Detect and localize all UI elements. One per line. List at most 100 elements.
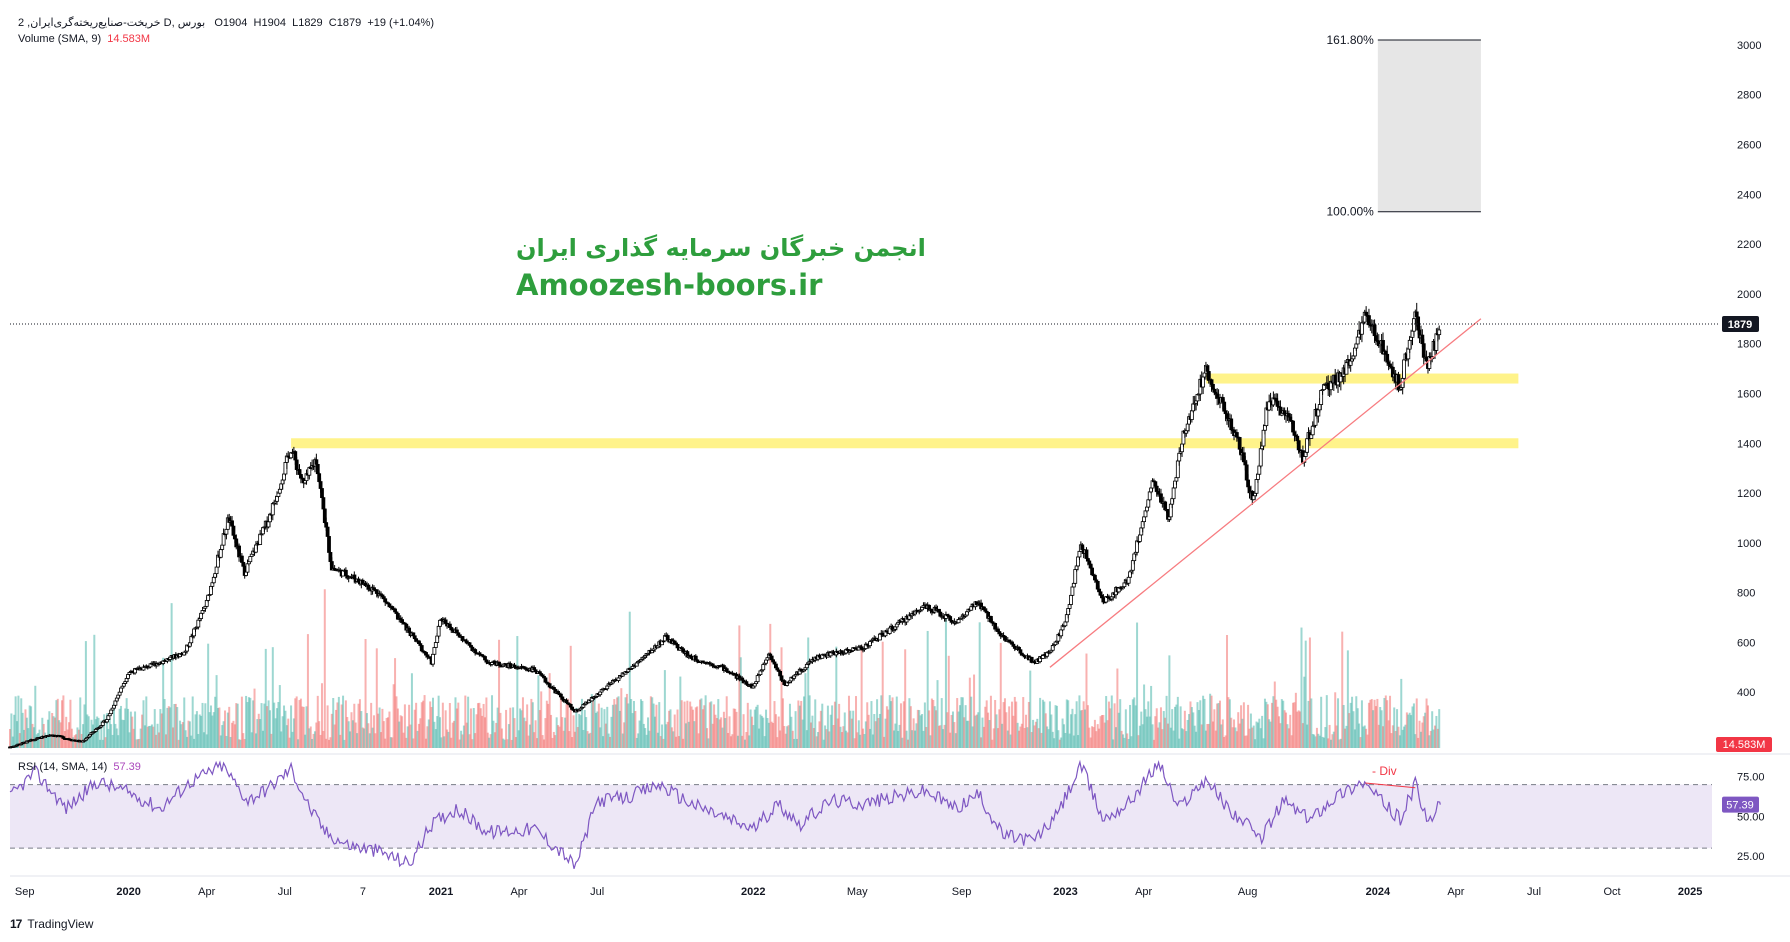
volume-bar (1106, 720, 1109, 748)
volume-bar (332, 698, 335, 748)
volume-bar (1068, 733, 1071, 748)
volume-bar (363, 728, 366, 748)
volume-bar (604, 723, 607, 748)
volume-bar (548, 673, 551, 748)
time-tick-label: Jul (278, 886, 292, 898)
volume-bar (1026, 727, 1029, 748)
volume-bar (503, 739, 506, 748)
support-zones (291, 373, 1519, 449)
volume-bar (1039, 697, 1042, 748)
volume-bar (174, 703, 177, 748)
volume-bar (1046, 726, 1049, 748)
volume-bar (200, 715, 203, 748)
volume-bar (163, 699, 166, 748)
volume-bar (65, 716, 68, 748)
volume-bar (434, 729, 437, 748)
volume-bar (767, 722, 770, 748)
symbol-name[interactable]: خریخت-صنایع‌ریخته‌گری‌ایران, 2 (18, 17, 161, 29)
volume-bar (451, 722, 454, 748)
volume-bar (1419, 731, 1422, 748)
volume-bar (1001, 723, 1004, 748)
volume-bar (1294, 692, 1297, 748)
volume-bar (1070, 714, 1073, 748)
volume-bar (444, 710, 447, 748)
volume-bar (683, 701, 686, 748)
volume-bar (325, 738, 328, 748)
volume-bar (1238, 723, 1241, 748)
volume-bar (1266, 704, 1269, 748)
volume-bar (1234, 727, 1237, 748)
volume-bar (1183, 710, 1186, 748)
volume-bar (856, 732, 859, 748)
volume-bar (821, 703, 824, 748)
candle (321, 496, 326, 510)
volume-bar (297, 739, 300, 748)
volume-bar (715, 718, 718, 748)
volume-bar (62, 695, 65, 748)
volume-bar (590, 693, 593, 748)
volume-bar (446, 729, 449, 748)
volume-bar (264, 648, 267, 748)
volume-bar (413, 709, 416, 748)
volume-legend[interactable]: Volume (SMA, 9) 14.583M (18, 33, 150, 45)
volume-bar (824, 725, 827, 748)
fibonacci-extension: 161.80% 100.00% (1326, 33, 1481, 219)
volume-bar (385, 717, 388, 748)
volume-bar (398, 721, 401, 748)
volume-bar (866, 702, 869, 748)
volume-bar (193, 738, 196, 748)
volume-bar (880, 695, 883, 748)
tradingview-brand[interactable]: 17 TradingView (10, 917, 93, 931)
volume-bar (280, 731, 283, 748)
rsi-badge (1722, 796, 1759, 813)
volume-bar (1174, 706, 1177, 748)
volume-bar (618, 710, 621, 748)
volume-bar (521, 697, 524, 748)
candle-body (224, 528, 229, 535)
volume-bar (663, 670, 666, 748)
price-tick-label: 1600 (1737, 388, 1761, 400)
volume-bar (9, 729, 11, 748)
volume-bar (17, 695, 20, 748)
volume-bar (512, 707, 515, 748)
volume-bar (364, 639, 367, 748)
volume-bar (1334, 692, 1337, 748)
volume-bar (498, 639, 501, 748)
volume-bar (129, 711, 132, 748)
volume-bar (655, 704, 658, 748)
volume-bar (389, 737, 392, 748)
volume-bar (561, 717, 564, 748)
volume-bar (1171, 709, 1174, 748)
volume-bar (822, 739, 825, 748)
volume-bar (846, 732, 849, 748)
volume-bar (1095, 731, 1098, 748)
volume-bar (1138, 725, 1141, 748)
rsi-legend[interactable]: RSI (14, SMA, 14) 57.39 (18, 761, 141, 773)
volume-bar (141, 714, 144, 748)
volume-bar (1204, 730, 1207, 748)
volume-bar (500, 728, 503, 748)
volume-bar (1389, 695, 1392, 748)
volume-bar (644, 728, 647, 748)
volume-bar (527, 735, 530, 748)
volume-bar (1196, 702, 1199, 748)
volume-bar (772, 722, 775, 748)
candle-body (1305, 438, 1310, 453)
volume-bar (1381, 726, 1384, 748)
tradingview-name: TradingView (27, 917, 94, 931)
volume-bar (1330, 739, 1333, 748)
volume-bar (319, 734, 322, 748)
volume-bar (1299, 711, 1302, 748)
volume-bar (1379, 707, 1382, 748)
volume-bar (1023, 727, 1026, 748)
volume-bar (83, 704, 86, 748)
volume-bar (156, 723, 159, 748)
candle-body (431, 653, 435, 665)
volume-bar (186, 736, 189, 748)
volume-bar (405, 737, 408, 748)
volume-bar (16, 721, 19, 748)
volume-bar (621, 733, 624, 748)
volume-bar (1078, 695, 1081, 748)
volume-bar (676, 709, 679, 748)
